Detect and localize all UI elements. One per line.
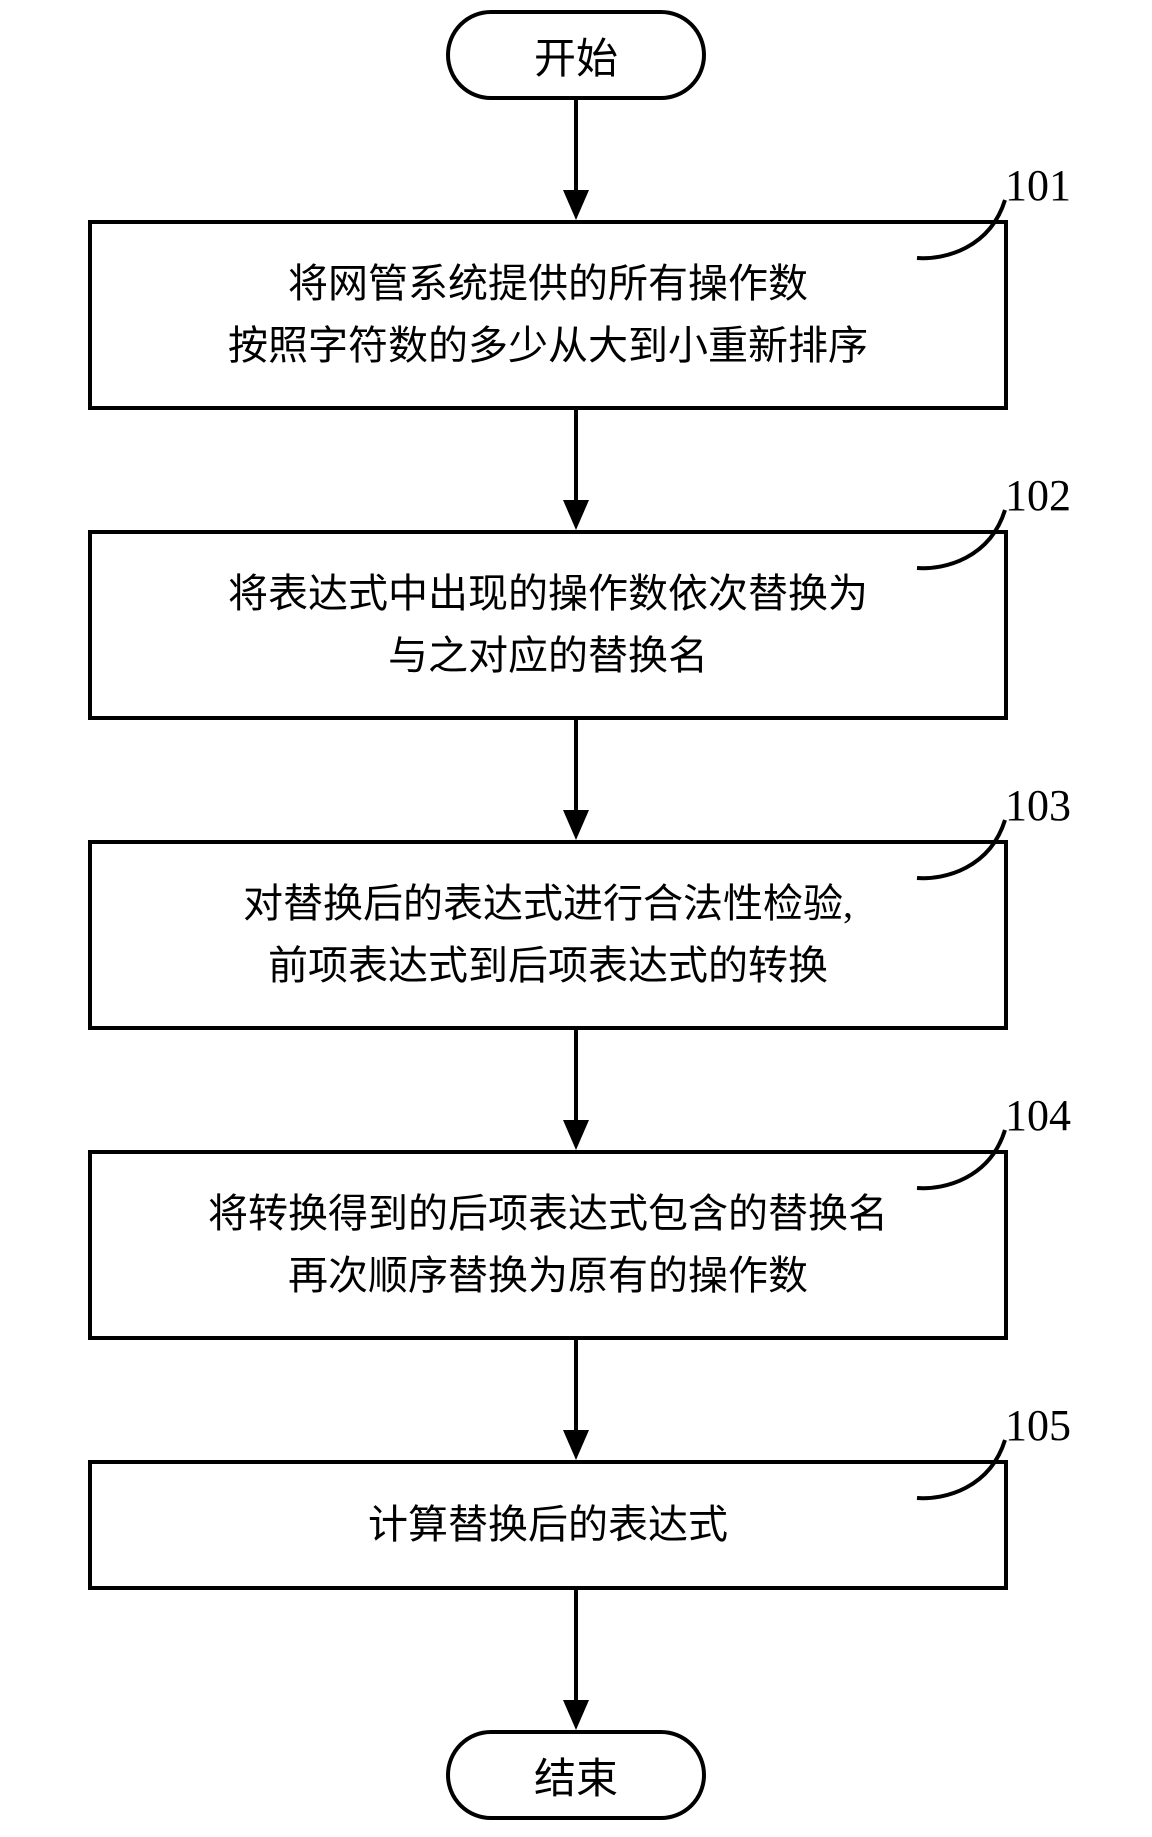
arrow-s101-s102 [556,410,596,530]
label-s102-text: 102 [1005,471,1071,520]
node-s102: 将表达式中出现的操作数依次替换为与之对应的替换名 [88,530,1008,720]
arrow-s102-s103 [556,720,596,840]
arrow-s105-end [556,1590,596,1730]
arrow-s103-s104 [556,1030,596,1150]
label-s105-text: 105 [1005,1401,1071,1450]
node-s101: 将网管系统提供的所有操作数按照字符数的多少从大到小重新排序 [88,220,1008,410]
label-s104: 104 [1005,1090,1071,1141]
node-s102-line-1: 与之对应的替换名 [388,625,708,687]
node-s103-line-0: 对替换后的表达式进行合法性检验, [243,873,853,935]
arrow-s104-s105 [556,1340,596,1460]
label-s101-text: 101 [1005,161,1071,210]
label-s105: 105 [1005,1400,1071,1451]
label-s104-text: 104 [1005,1091,1071,1140]
node-s104: 将转换得到的后项表达式包含的替换名再次顺序替换为原有的操作数 [88,1150,1008,1340]
label-s101: 101 [1005,160,1071,211]
node-s101-line-1: 按照字符数的多少从大到小重新排序 [228,315,868,377]
node-end: 结束 [446,1730,706,1820]
flowchart-canvas: 开始将网管系统提供的所有操作数按照字符数的多少从大到小重新排序 101 将表达式中出… [0,0,1152,1837]
node-s105-line-0: 计算替换后的表达式 [368,1494,728,1556]
node-start-line-0: 开始 [534,25,618,86]
label-s103-text: 103 [1005,781,1071,830]
node-s103: 对替换后的表达式进行合法性检验,前项表达式到后项表达式的转换 [88,840,1008,1030]
node-start: 开始 [446,10,706,100]
node-s105: 计算替换后的表达式 [88,1460,1008,1590]
node-s101-line-0: 将网管系统提供的所有操作数 [288,253,808,315]
node-s104-line-1: 再次顺序替换为原有的操作数 [288,1245,808,1307]
node-s103-line-1: 前项表达式到后项表达式的转换 [268,935,828,997]
node-s102-line-0: 将表达式中出现的操作数依次替换为 [228,563,868,625]
label-s102: 102 [1005,470,1071,521]
node-end-line-0: 结束 [534,1745,618,1806]
label-s103: 103 [1005,780,1071,831]
arrow-start-s101 [556,100,596,220]
node-s104-line-0: 将转换得到的后项表达式包含的替换名 [208,1183,888,1245]
